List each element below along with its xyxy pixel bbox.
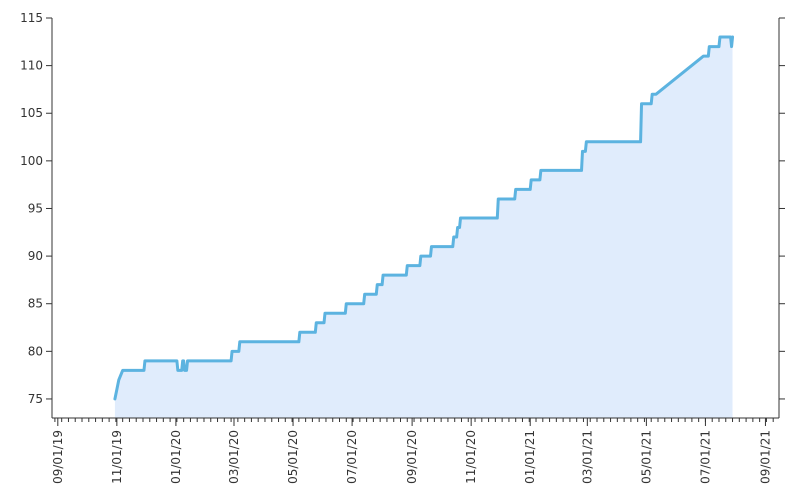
- x-tick-label: 03/01/20: [227, 430, 241, 484]
- x-tick-label: 01/01/20: [169, 430, 183, 484]
- x-tick-label: 11/01/19: [110, 430, 124, 484]
- y-tick-label: 115: [20, 11, 43, 25]
- x-tick-label: 07/01/20: [345, 430, 359, 484]
- x-tick-label: 03/01/21: [580, 430, 594, 484]
- x-tick-label: 09/01/19: [51, 430, 65, 484]
- x-tick-label: 11/01/20: [464, 430, 478, 484]
- x-tick-label: 01/01/21: [523, 430, 537, 484]
- y-tick-label: 80: [28, 344, 43, 358]
- y-tick-label: 75: [28, 392, 43, 406]
- y-tick-label: 90: [28, 249, 43, 263]
- x-tick-label: 05/01/20: [286, 430, 300, 484]
- area-layer: [114, 37, 733, 419]
- y-tick-label: 95: [28, 201, 43, 215]
- x-tick-label: 09/01/20: [405, 430, 419, 484]
- series-area-fill: [114, 37, 733, 419]
- x-tick-label: 05/01/21: [639, 430, 653, 484]
- x-tick-label: 09/01/21: [758, 430, 772, 484]
- y-tick-label: 105: [20, 106, 43, 120]
- y-tick-label: 85: [28, 297, 43, 311]
- y-tick-label: 100: [20, 154, 43, 168]
- y-tick-label: 110: [20, 59, 43, 73]
- line-layer: [113, 35, 735, 401]
- x-tick-label: 07/01/21: [698, 430, 712, 484]
- series-line: [113, 35, 735, 401]
- axes-layer: 75 80 85 90 95 100 105 110 115 09/01/19 11/01/19 01…: [20, 11, 785, 484]
